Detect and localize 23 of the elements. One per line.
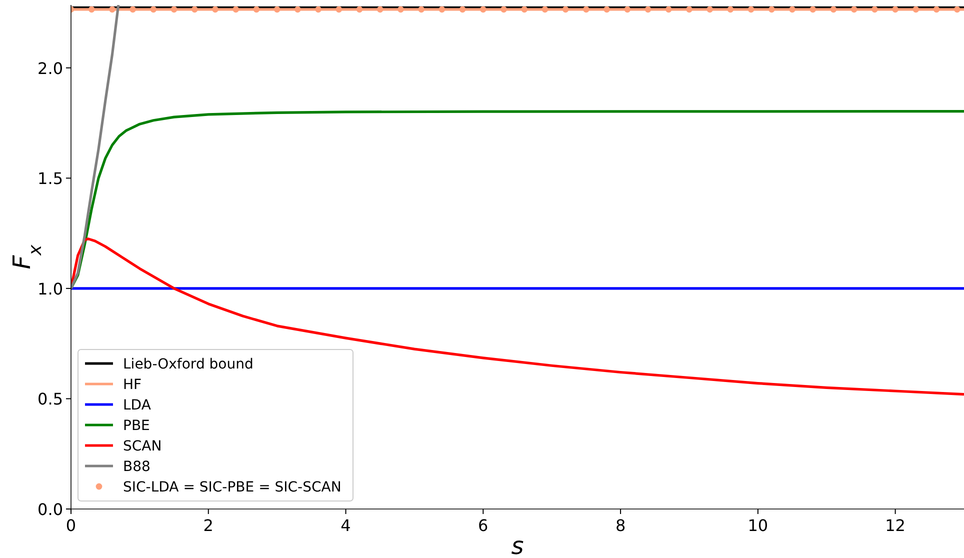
x-tick-label: 12 xyxy=(885,516,906,535)
line-series xyxy=(71,238,964,396)
y-tick-label: 1.5 xyxy=(38,169,63,188)
x-tick-label: 2 xyxy=(203,516,214,535)
legend-label: HF xyxy=(123,377,142,393)
x-axis-title: s xyxy=(511,532,524,558)
legend-label: B88 xyxy=(123,459,150,475)
x-tick-label: 6 xyxy=(478,516,488,535)
line-series xyxy=(71,5,120,290)
y-tick-label: 2.0 xyxy=(38,58,63,78)
y-tick-label: 0.5 xyxy=(38,390,63,409)
x-tick-label: 4 xyxy=(340,516,351,535)
legend-label: SCAN xyxy=(123,438,162,454)
legend-label: SIC-LDA = SIC-PBE = SIC-SCAN xyxy=(123,480,342,496)
x-tick-label: 0 xyxy=(66,516,76,535)
y-tick-label: 1.0 xyxy=(38,279,63,298)
line-series xyxy=(71,110,964,290)
legend-label: Lieb-Oxford bound xyxy=(123,356,254,372)
legend-label: LDA xyxy=(123,398,152,414)
x-tick-label: 8 xyxy=(615,516,626,535)
x-tick-label: 10 xyxy=(748,516,768,535)
y-tick-label: 0.0 xyxy=(38,500,63,519)
legend-label: PBE xyxy=(123,418,150,434)
